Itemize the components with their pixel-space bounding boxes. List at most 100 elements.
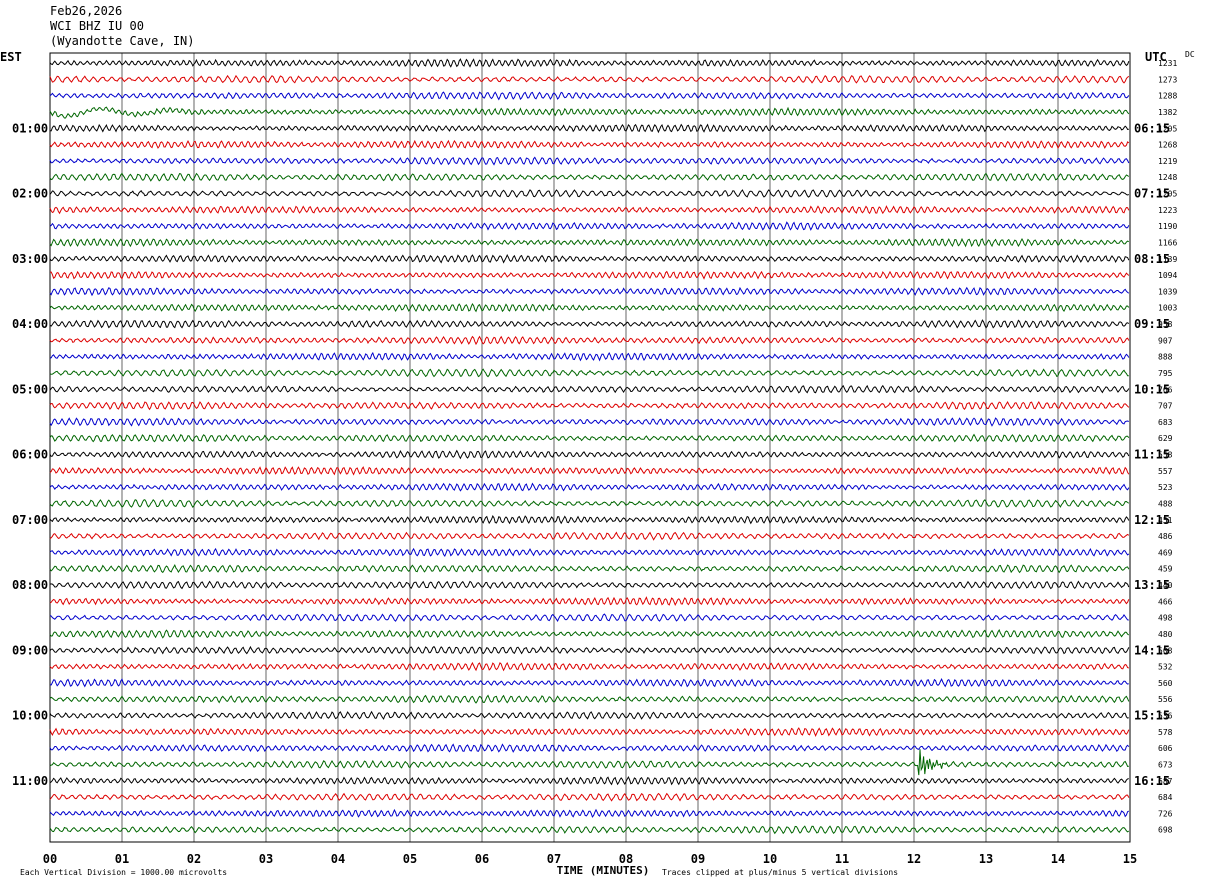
trace-line — [49, 172, 1130, 182]
trace-line — [49, 433, 1130, 443]
x-tick-label: 15 — [1123, 852, 1137, 866]
trace-line — [49, 123, 1129, 134]
dc-offset-label: 1139 — [1158, 255, 1177, 264]
right-hour-label: 16:15 — [1134, 774, 1170, 788]
trace-line — [49, 368, 1129, 378]
dc-offset-label: 523 — [1158, 483, 1173, 492]
dc-offset-label: 684 — [1158, 793, 1173, 802]
dc-offset-label: 459 — [1158, 565, 1173, 574]
trace-line — [49, 384, 1130, 394]
dc-offset-label: 687 — [1158, 777, 1173, 786]
trace-line — [49, 613, 1129, 623]
trace-line — [49, 645, 1130, 655]
trace-line — [49, 776, 1129, 786]
left-hour-label: 02:00 — [12, 187, 48, 201]
dc-offset-label: 1205 — [1158, 190, 1177, 199]
dc-offset-label: 440 — [1158, 581, 1173, 590]
right-hour-label: 14:15 — [1134, 643, 1170, 657]
left-hour-label: 07:00 — [12, 513, 48, 527]
trace-line — [49, 139, 1130, 150]
x-tick-label: 12 — [907, 852, 921, 866]
dc-offset-label: 508 — [1158, 646, 1173, 655]
dc-offset-label: 480 — [1158, 630, 1173, 639]
dc-offset-label: 469 — [1158, 548, 1173, 557]
dc-offset-label: 1288 — [1158, 92, 1177, 101]
dc-offset-label: 560 — [1158, 679, 1173, 688]
trace-line — [49, 58, 1130, 68]
x-tick-label: 13 — [979, 852, 993, 866]
right-hour-label: 10:15 — [1134, 382, 1170, 396]
dc-offset-label: 556 — [1158, 695, 1173, 704]
dc-offset-label: 907 — [1158, 336, 1173, 345]
trace-line — [49, 466, 1130, 476]
dc-offset-label: 1231 — [1158, 59, 1177, 68]
trace-line — [49, 303, 1130, 313]
dc-offset-label: 766 — [1158, 385, 1173, 394]
dc-offset-label: 1039 — [1158, 287, 1177, 296]
trace-line — [49, 808, 1130, 818]
right-hour-label: 12:15 — [1134, 513, 1170, 527]
dc-offset-label: 486 — [1158, 532, 1173, 541]
left-hour-label: 01:00 — [12, 121, 48, 135]
trace-line — [49, 319, 1130, 329]
trace-line — [49, 498, 1130, 508]
trace-line — [49, 710, 1129, 720]
x-tick-label: 07 — [547, 852, 561, 866]
dc-offset-label: 958 — [1158, 320, 1173, 329]
trace-line — [49, 156, 1130, 166]
x-tick-label: 14 — [1051, 852, 1065, 866]
trace-line — [49, 351, 1130, 362]
trace-line — [49, 749, 1129, 776]
x-tick-label: 03 — [259, 852, 273, 866]
dc-offset-label: 451 — [1158, 516, 1173, 525]
dc-offset-label: 488 — [1158, 499, 1173, 508]
station-location: (Wyandotte Cave, IN) — [50, 34, 195, 48]
trace-line — [49, 106, 1130, 119]
x-tick-label: 10 — [763, 852, 777, 866]
dc-offset-label: 578 — [1158, 728, 1173, 737]
x-tick-label: 05 — [403, 852, 417, 866]
x-tick-label: 02 — [187, 852, 201, 866]
dc-offset-label: 1166 — [1158, 238, 1177, 247]
dc-offset-label: 1248 — [1158, 173, 1177, 182]
right-timezone-label: UTC — [1145, 50, 1167, 64]
dc-offset-label: 557 — [1158, 467, 1173, 476]
trace-line — [49, 91, 1130, 101]
trace-line — [49, 286, 1130, 297]
trace-line — [49, 547, 1130, 557]
x-tick-label: 09 — [691, 852, 705, 866]
right-hour-label: 09:15 — [1134, 317, 1170, 331]
left-hour-label: 04:00 — [12, 317, 48, 331]
left-hour-label: 11:00 — [12, 774, 48, 788]
x-tick-label: 01 — [115, 852, 129, 866]
dc-offset-label: 1219 — [1158, 157, 1177, 166]
trace-line — [49, 205, 1130, 215]
dc-offset-label: 673 — [1158, 760, 1173, 769]
trace-line — [49, 563, 1130, 574]
right-hour-label: 07:15 — [1134, 187, 1170, 201]
trace-line — [49, 743, 1130, 753]
plot-date: Feb26,2026 — [50, 4, 123, 18]
trace-line — [49, 661, 1129, 672]
x-tick-label: 04 — [331, 852, 345, 866]
left-hour-label: 06:00 — [12, 448, 48, 462]
x-axis-label: TIME (MINUTES) — [557, 864, 650, 877]
dc-offset-label: 888 — [1158, 353, 1173, 362]
x-tick-label: 11 — [835, 852, 849, 866]
trace-line — [49, 237, 1130, 248]
dc-offset-label: 1268 — [1158, 141, 1177, 150]
station-code: WCI BHZ IU 00 — [50, 19, 144, 33]
right-hour-label: 15:15 — [1134, 709, 1170, 723]
dc-offset-label: 795 — [1158, 369, 1173, 378]
dc-header: DC — [1185, 50, 1195, 59]
right-hour-label: 11:15 — [1134, 448, 1170, 462]
dc-offset-label: 683 — [1158, 418, 1173, 427]
trace-line — [49, 400, 1130, 411]
left-hour-label: 10:00 — [12, 709, 48, 723]
trace-line — [49, 74, 1130, 84]
trace-line — [49, 270, 1130, 280]
dc-offset-label: 698 — [1158, 826, 1173, 835]
dc-offset-label: 1094 — [1158, 271, 1177, 280]
dc-offset-label: 536 — [1158, 712, 1173, 721]
trace-line — [49, 580, 1130, 590]
